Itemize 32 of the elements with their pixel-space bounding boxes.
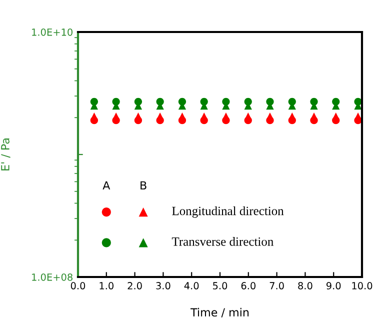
- point: [222, 112, 230, 120]
- point: [112, 112, 120, 120]
- x-axis-title: Time / min: [190, 308, 249, 318]
- x-tick-label: 3.0: [156, 282, 170, 290]
- point: [244, 112, 252, 120]
- annotation: B: [140, 181, 146, 190]
- point: [310, 112, 318, 120]
- y-tick-label: 1.0E+08: [32, 273, 72, 281]
- x-tick-label: 8.0: [298, 282, 312, 290]
- x-tick-label: 2.0: [128, 282, 142, 290]
- x-tick-label: 10.0: [352, 282, 372, 290]
- point: [178, 112, 186, 120]
- x-tick-label: 0.0: [70, 282, 86, 290]
- point: [156, 112, 164, 120]
- point: [354, 112, 362, 120]
- point: [266, 112, 274, 120]
- point: [90, 112, 98, 120]
- point: [134, 112, 142, 120]
- annotation: A: [102, 181, 110, 190]
- x-tick-label: 4.0: [184, 282, 199, 290]
- point: [200, 112, 208, 120]
- annotation: Transverse direction: [172, 237, 274, 246]
- annotation: Longitudinal direction: [172, 206, 284, 218]
- x-tick-label: 1.0: [100, 282, 114, 290]
- x-tick-label: 5.0: [213, 282, 228, 290]
- x-tick-label: 9.0: [326, 282, 341, 290]
- x-tick-label: 7.0: [270, 282, 284, 290]
- y-tick-label: 1.0E+10: [32, 28, 72, 36]
- point: [288, 112, 296, 120]
- y-axis-title: E' / Pa: [1, 138, 10, 170]
- point: [332, 112, 340, 120]
- x-tick-label: 6.0: [241, 282, 256, 290]
